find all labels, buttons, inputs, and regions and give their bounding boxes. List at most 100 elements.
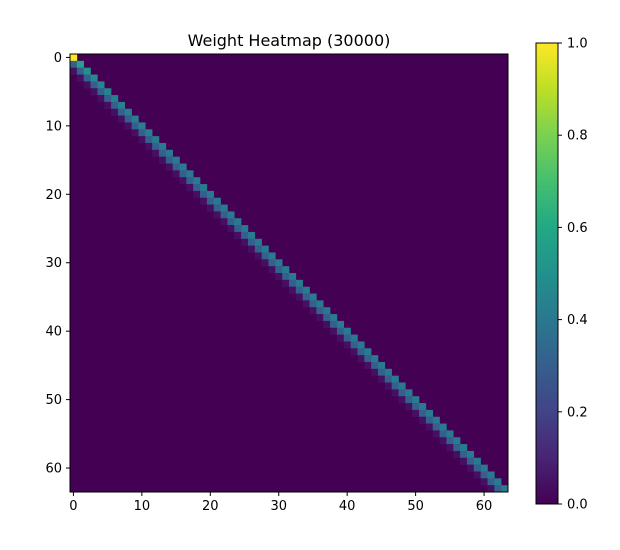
heatmap-cell [364,355,372,363]
colorbar-ticks: 0.0 0.2 0.4 0.6 0.8 1.0 [558,37,588,513]
heatmap-cell [254,238,262,246]
heatmap-cell [384,375,392,383]
heatmap-cell [131,115,139,123]
heatmap-cell [111,108,119,116]
heatmap-cell [377,368,386,376]
heatmap-cell [343,341,351,349]
heatmap-cell [206,204,215,212]
heatmap-cell [432,416,440,424]
heatmap-cell [186,177,194,185]
heatmap-cell [241,225,249,233]
heatmap-cell [323,307,331,315]
heatmap-cell [165,149,173,157]
heatmap-cell [309,307,317,315]
colorbar-frame [535,42,559,505]
heatmap-cell [268,259,276,267]
heatmap-cell [501,485,509,493]
x-axis: 0 10 20 30 40 50 60 [69,492,492,514]
x-tick-label: 0 [69,499,77,514]
heatmap-cell [336,334,345,342]
heatmap-cell [70,54,78,62]
heatmap-cell [432,423,440,431]
y-tick-label: 0 [54,51,62,66]
heatmap-cell [145,142,153,151]
x-tick-label: 20 [202,499,219,514]
heatmap-cell [193,184,201,192]
heatmap-cell [138,129,146,137]
heatmap-cell [83,67,91,75]
heatmap-cell [247,238,256,246]
heatmap-cell [124,115,132,123]
heatmap-cell [419,409,427,418]
heatmap-cell [473,464,481,472]
heatmap-cell [357,341,365,349]
heatmap-cell [343,327,351,335]
heatmap-cell [323,320,331,329]
heatmap-cell [316,300,324,308]
heatmap-cell [336,320,345,329]
heatmap-cell [90,81,98,89]
heatmap-cell [295,279,303,287]
heatmap-cell [302,300,310,308]
heatmap-cell [446,444,454,452]
heatmap-cell [104,95,112,103]
heatmap-cell [295,293,303,301]
heatmap-cell [90,74,98,82]
heatmap-cell [364,361,372,370]
heatmap-cell [391,382,399,390]
heatmap-cell [97,95,105,103]
heatmap-cell [234,225,242,233]
x-tick-label: 10 [134,499,151,514]
heatmap-cell [104,101,112,110]
heatmap-cell [90,88,98,96]
heatmap-cell [384,382,392,390]
heatmap-cell [453,450,461,459]
y-tick-label: 50 [45,393,62,408]
heatmap-cell [111,95,119,103]
heatmap-cell [172,170,180,178]
y-tick-label: 60 [45,462,62,477]
heatmap-cell [494,485,502,493]
heatmap-cell [357,355,365,363]
heatmap-cell [117,101,126,110]
heatmap-cell [193,177,201,185]
heatmap-cell [289,279,297,287]
heatmap-cell [83,74,91,82]
heatmap-cell [323,314,331,322]
heatmap-cell [412,396,420,404]
heatmap-cell [391,375,399,383]
heatmap-cell [186,184,194,192]
heatmap-cell [377,361,386,370]
heatmap-cell [83,81,91,89]
heatmap-cell [234,231,242,240]
heatmap-cell [76,74,84,82]
heatmap-cell [473,457,481,465]
heatmap-cell [419,403,427,411]
heatmap-cell [350,341,358,349]
heatmap-cell [316,307,324,315]
heatmap-cell [152,142,160,151]
heatmap-cell [398,396,406,404]
heatmap-cell [480,471,488,479]
heatmap-cell [371,368,379,376]
heatmap-cell [453,437,461,445]
heatmap-cell [117,115,126,123]
heatmap-cell [254,245,262,253]
colorbar-tick-label: 1.0 [567,37,588,52]
heatmap-cell [282,273,290,281]
heatmap-cell [425,423,434,431]
heatmap-cell [241,231,249,240]
heatmap-cell [282,266,290,274]
heatmap-cell [330,314,338,322]
heatmap-cell [309,300,317,308]
heatmap-cell [350,348,358,356]
heatmap-cell [446,430,454,438]
heatmap-cell [357,348,365,356]
heatmap-cell [480,478,488,486]
heatmap-cell [200,184,208,192]
heatmap-cell [70,67,78,75]
heatmap-cell [316,314,324,322]
heatmap-cell [377,375,386,383]
heatmap-cell [152,136,160,144]
